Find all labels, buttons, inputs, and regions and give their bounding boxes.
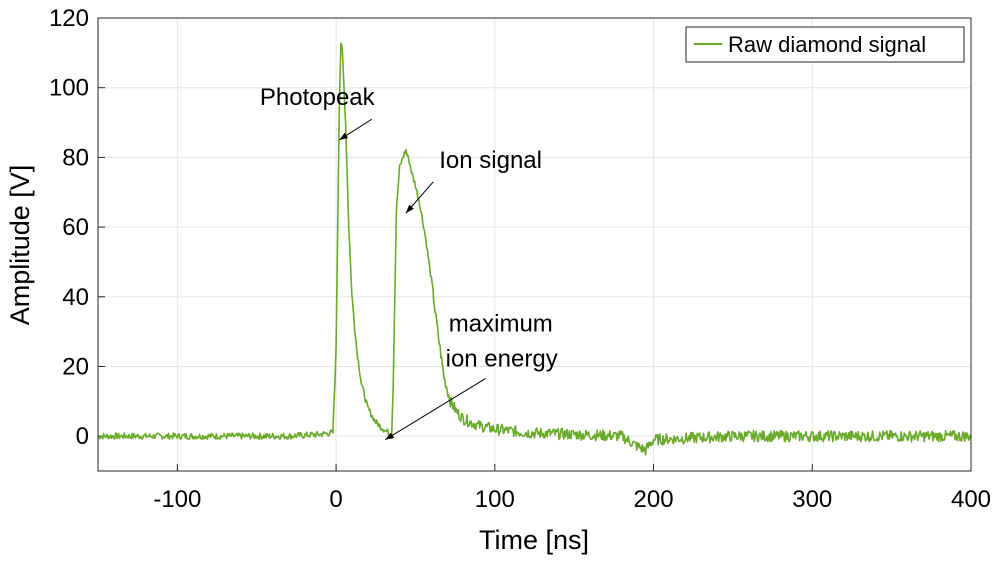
y-tick-label: 40 [62,284,89,311]
y-tick-label: 100 [49,75,89,102]
plot-background [98,18,971,471]
annotation-arrow [385,378,486,441]
series-line [97,42,972,456]
legend-label: Raw diamond signal [728,32,926,57]
y-tick-label: 80 [62,144,89,171]
y-tick-label: 0 [76,423,89,450]
annotation-arrowhead [339,132,349,140]
legend: Raw diamond signal [685,26,965,63]
annotation-arrowhead [405,204,414,214]
annotation-text: ion energy [446,345,558,372]
x-tick-label: 200 [634,486,674,513]
x-axis-label: Time [ns] [479,525,589,555]
annotation-text: maximum [449,311,553,338]
y-tick-label: 120 [49,5,89,32]
annotation-text: Ion signal [439,147,542,174]
legend-box [685,26,965,63]
x-tick-label: 400 [951,486,991,513]
axis-ticks: -100 0 100 200 300 400 0 20 40 60 80 100 120 [49,5,991,513]
annotation-arrowhead [385,432,395,440]
plot-frame [97,17,972,472]
x-tick-label: 0 [329,486,342,513]
y-tick-label: 60 [62,214,89,241]
x-tick-label: -100 [153,486,201,513]
annotation-text: Photopeak [260,84,376,111]
x-tick-label: 100 [475,486,515,513]
annotations: Photopeak Ion signal maximum ion energy [260,84,558,441]
x-tick-label: 300 [792,486,832,513]
y-axis-label: Amplitude [V] [5,165,35,326]
series-layer [97,42,972,456]
y-tick-label: 20 [62,353,89,380]
